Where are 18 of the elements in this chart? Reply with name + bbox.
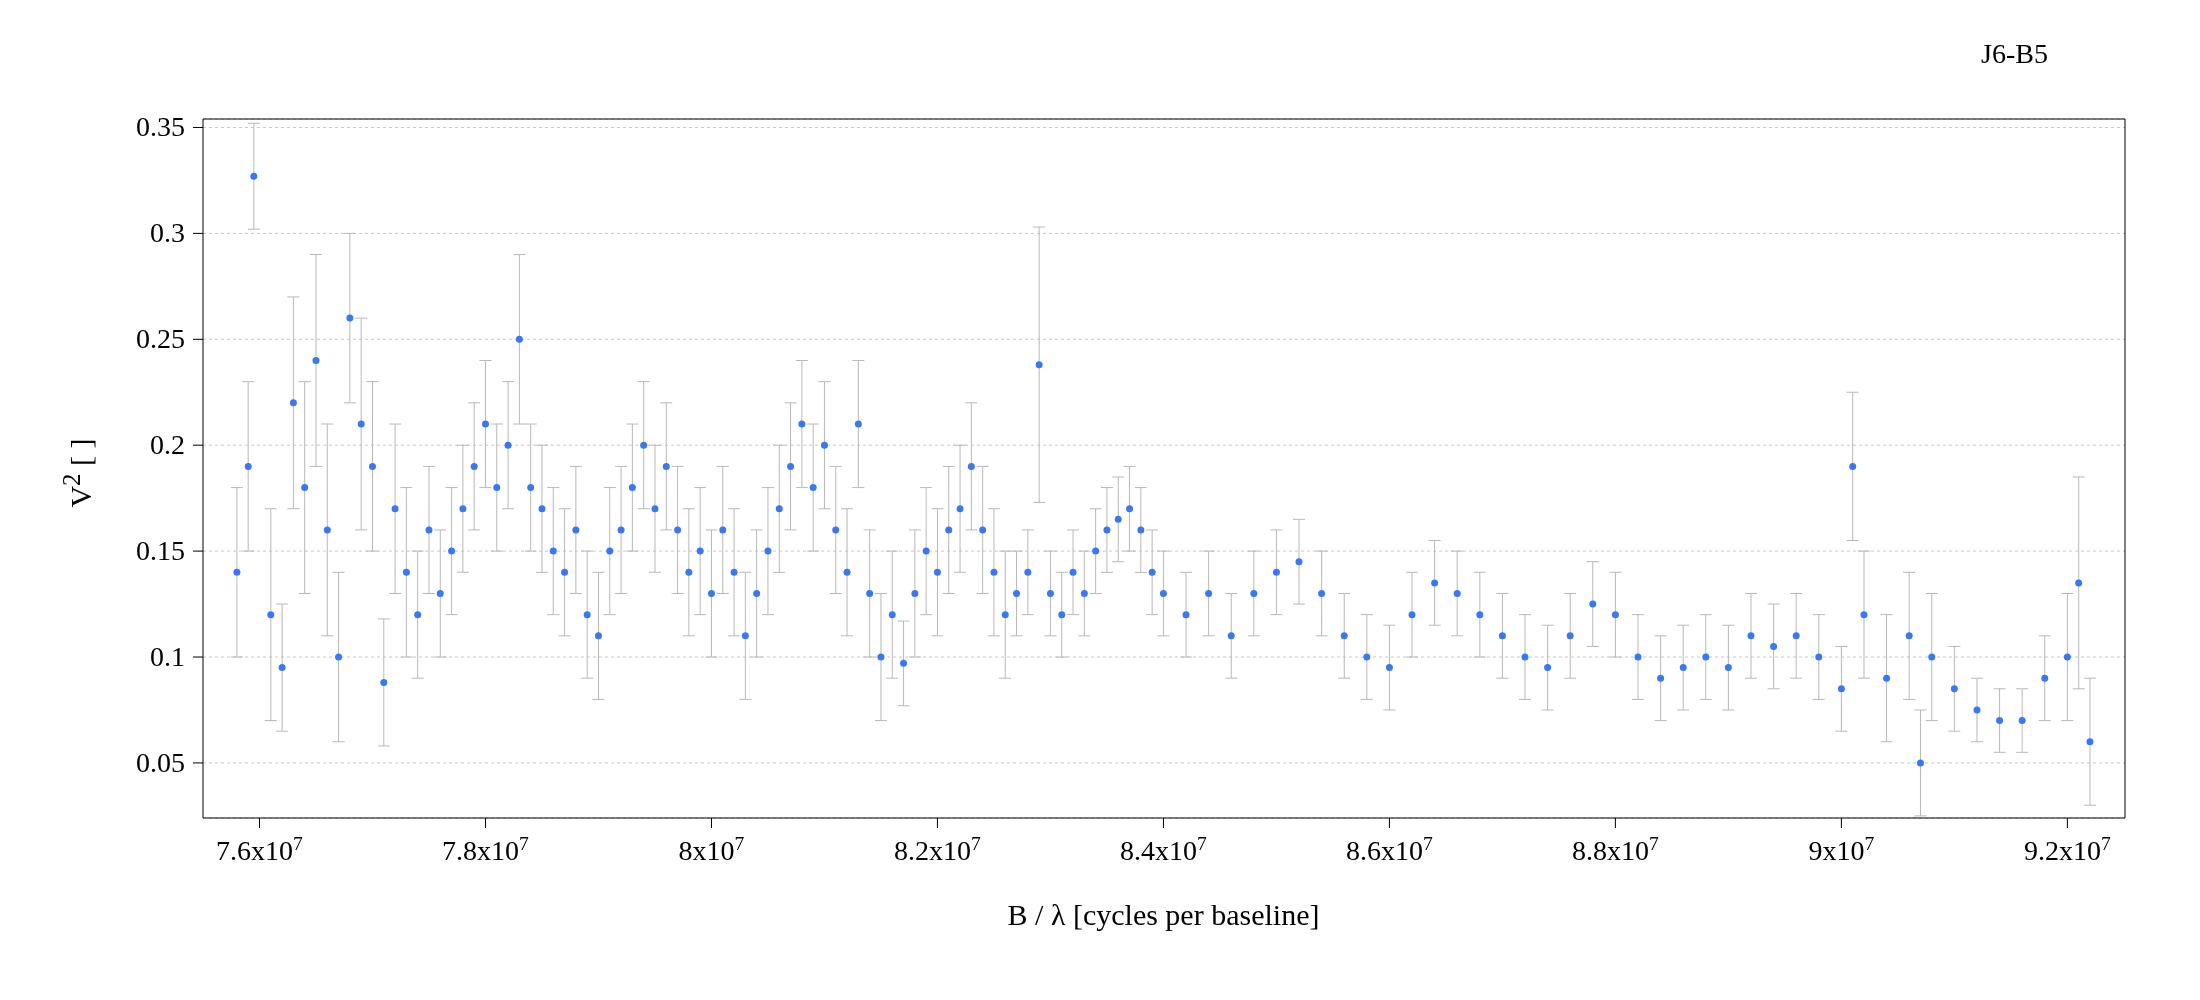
y-tick-label: 0.15 <box>136 535 185 567</box>
x-tick-label: 8.4x10$^{7}$ <box>1120 832 1208 866</box>
x-tick-label: 9.2x10$^{7}$ <box>2023 832 2111 866</box>
x-tick-label: 8.2x10$^{7}$ <box>894 832 982 866</box>
x-tick-label: 8.8x10$^{7}$ <box>1572 832 1660 866</box>
y-tick-label: 0.1 <box>150 641 185 673</box>
x-tick-label: 8x10$^{7}$ <box>678 832 745 866</box>
y-tick-label: 0.05 <box>136 746 185 778</box>
x-tick-label: 7.8x10$^{7}$ <box>442 832 530 866</box>
x-axis-title: B / λ [cycles per baseline] <box>1006 898 1321 932</box>
y-tick-label: 0.25 <box>136 323 185 355</box>
x-tick-label: 7.6x10$^{7}$ <box>216 832 304 866</box>
chart-title: J6-B5 <box>1981 38 2048 70</box>
y-tick-label: 0.35 <box>136 111 185 143</box>
x-tick-label: 9x10$^{7}$ <box>1808 832 1875 866</box>
x-tick-label: 8.6x10$^{7}$ <box>1346 832 1434 866</box>
y-tick-label: 0.3 <box>150 217 185 249</box>
y-tick-label: 0.2 <box>150 429 185 461</box>
